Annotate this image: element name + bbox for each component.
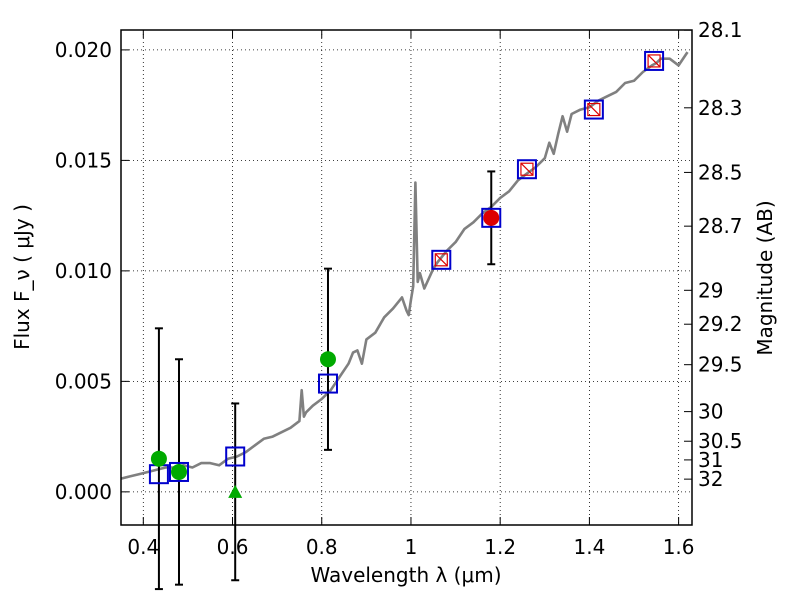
y-tick-label: 0.005 bbox=[55, 369, 112, 393]
magnitude-tick-label: 29 bbox=[698, 278, 723, 302]
y-right-axis-label: Magnitude (AB) bbox=[753, 200, 777, 355]
red-diagonal-marker bbox=[434, 253, 448, 267]
red-square-marker bbox=[434, 253, 448, 267]
red-diagonal-marker bbox=[520, 162, 534, 176]
model-square-marker bbox=[516, 159, 537, 180]
magnitude-tick-label: 28.5 bbox=[698, 160, 743, 184]
green-detection-marker bbox=[150, 450, 167, 467]
x-tick-label: 0.6 bbox=[217, 535, 249, 559]
red-diagonal-marker bbox=[647, 54, 661, 68]
x-tick-label: 1.4 bbox=[573, 535, 605, 559]
y-axis-label: Flux F_ν ( μJy ) bbox=[10, 204, 34, 350]
red-square-marker bbox=[587, 102, 601, 117]
y-tick-label: 0.010 bbox=[55, 259, 112, 283]
magnitude-tick-label: 32 bbox=[698, 467, 723, 491]
magnitude-tick-label: 29.5 bbox=[698, 353, 743, 377]
magnitude-tick-label: 30 bbox=[698, 400, 723, 424]
red-square-marker bbox=[520, 162, 534, 176]
sed-model-line bbox=[120, 51, 689, 480]
model-square-marker bbox=[431, 249, 452, 270]
x-tick-label: 0.4 bbox=[127, 535, 159, 559]
upper-limit-marker bbox=[228, 484, 243, 498]
plot-area bbox=[120, 50, 689, 591]
green-detection-marker bbox=[170, 463, 187, 480]
y-tick-label: 0.015 bbox=[55, 148, 112, 172]
magnitude-tick-label: 29.2 bbox=[698, 312, 743, 336]
model-square-marker bbox=[583, 99, 604, 120]
red-diagonal-marker bbox=[587, 103, 601, 116]
magnitude-tick-label: 28.3 bbox=[698, 96, 743, 120]
magnitude-tick-label: 31 bbox=[698, 448, 723, 472]
model-square-marker bbox=[481, 207, 502, 228]
axis-ticks: 0.4 0.6 0.8 1 1.2 1.4 1.6 0.000 0.005 0.010 0.015 0… bbox=[55, 18, 743, 559]
x-tick-label: 1.2 bbox=[484, 535, 516, 559]
magnitude-tick-label: 28.7 bbox=[698, 214, 743, 238]
red-detection-marker bbox=[483, 209, 500, 226]
plot-frame bbox=[120, 29, 693, 526]
x-tick-label: 1.6 bbox=[663, 535, 695, 559]
y-tick-label: 0.020 bbox=[55, 38, 112, 62]
x-tick-label: 0.8 bbox=[306, 535, 338, 559]
model-square-marker bbox=[168, 461, 189, 482]
magnitude-tick-label: 28.1 bbox=[698, 18, 743, 42]
x-axis-label: Wavelength λ (μm) bbox=[310, 563, 501, 587]
grid-lines bbox=[121, 30, 692, 525]
model-square-marker bbox=[644, 50, 665, 71]
y-tick-label: 0.000 bbox=[55, 480, 112, 504]
green-detection-marker bbox=[319, 351, 336, 368]
red-square-marker bbox=[647, 54, 661, 68]
magnitude-tick-label: 30.5 bbox=[698, 429, 743, 453]
x-tick-label: 1 bbox=[405, 535, 418, 559]
model-square-marker bbox=[225, 446, 246, 467]
model-square-marker bbox=[317, 373, 338, 394]
